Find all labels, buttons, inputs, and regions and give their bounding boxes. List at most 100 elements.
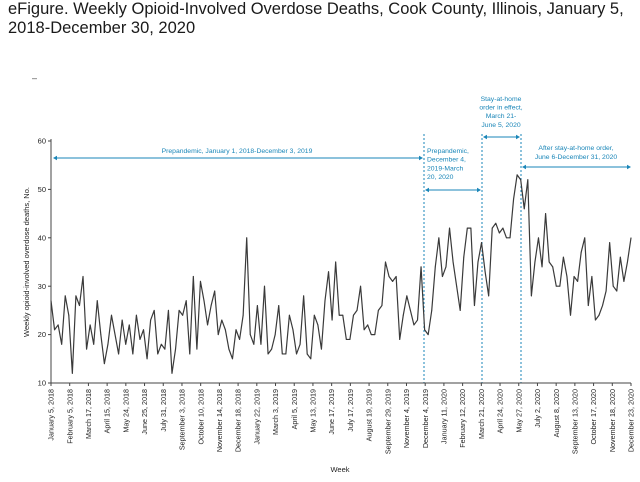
data-point (395, 276, 397, 277)
data-point (534, 261, 536, 263)
data-point (271, 348, 273, 350)
data-point (246, 237, 248, 239)
data-point (363, 329, 365, 331)
data-point (224, 329, 226, 331)
x-tick-label: October 10, 2018 (196, 389, 205, 445)
data-point (199, 280, 201, 282)
data-point (239, 338, 241, 340)
x-tick-label: December 23, 2020 (627, 389, 636, 452)
data-point (267, 353, 269, 355)
data-point (107, 343, 109, 345)
data-point (121, 319, 123, 321)
x-tick-label: March 17, 2018 (84, 389, 93, 439)
data-point (548, 261, 550, 263)
data-point (630, 237, 632, 239)
period-label-1: Prepandemic, January 1, 2018-December 3,… (143, 146, 331, 156)
x-tick-label: May 27, 2020 (514, 389, 523, 433)
data-point (135, 314, 137, 316)
data-point (313, 314, 315, 316)
data-point (182, 314, 184, 316)
data-point (417, 319, 418, 321)
data-point (452, 261, 454, 263)
x-tick-label: January 11, 2020 (440, 389, 449, 444)
x-tick-label: February 5, 2018 (65, 389, 74, 444)
data-point (573, 276, 575, 277)
data-point (292, 329, 294, 331)
data-point (370, 334, 372, 336)
x-tick-label: January 22, 2019 (252, 389, 261, 445)
data-point (427, 334, 429, 336)
data-point (164, 348, 166, 350)
period-label-background (143, 146, 331, 156)
stray-dash-mark: – (32, 73, 38, 83)
data-point (281, 353, 283, 355)
data-point (541, 266, 543, 268)
period-label-line: June 6-December 31, 2020 (535, 154, 618, 161)
data-point (577, 280, 579, 282)
data-point (50, 300, 52, 302)
data-point (353, 314, 354, 316)
data-point (310, 358, 312, 360)
data-point (54, 329, 56, 331)
data-point (570, 314, 571, 316)
period-arrowhead (419, 155, 423, 161)
data-point (481, 242, 483, 244)
data-point (210, 305, 212, 307)
period-arrowhead (516, 134, 520, 140)
period-label-line: March 21- (486, 113, 517, 120)
x-tick-label: March 21, 2020 (477, 389, 486, 439)
x-tick-label: May 13, 2019 (309, 389, 318, 433)
x-tick-label: May 24, 2018 (121, 389, 130, 433)
data-point (399, 338, 401, 340)
data-point (89, 324, 91, 326)
data-point (509, 237, 511, 239)
y-tick-label: 50 (38, 185, 46, 194)
data-point (153, 309, 155, 311)
y-axis-label: Weekly opioid-involved overdose deaths, … (22, 187, 31, 337)
x-tick-label: November 14, 2018 (215, 389, 224, 452)
data-point (473, 305, 475, 307)
data-point (75, 295, 77, 297)
period-label-line: 2019-March (427, 165, 463, 172)
data-point (146, 358, 148, 360)
period-label-line: Prepandemic, (427, 148, 469, 155)
data-point (559, 285, 561, 287)
data-point (278, 305, 280, 307)
data-point (584, 237, 586, 239)
data-point (260, 343, 262, 345)
data-point (420, 266, 422, 268)
data-point (349, 338, 351, 340)
data-point (264, 285, 265, 287)
data-point (100, 334, 102, 336)
data-point (118, 353, 120, 355)
period-label-4: After stay-at-home order, June 6-December… (535, 145, 618, 161)
data-point (150, 319, 152, 321)
period-label-line: December 4, (427, 157, 466, 164)
data-point (527, 179, 529, 181)
data-point (424, 329, 426, 331)
data-point (392, 280, 394, 282)
series-group (50, 174, 632, 374)
period-label-line: After stay-at-home order, (538, 145, 613, 152)
x-tick-label: March 3, 2019 (271, 389, 280, 435)
data-point (171, 372, 173, 374)
data-point (402, 314, 404, 316)
period-arrowhead (522, 164, 526, 170)
data-point (555, 285, 557, 287)
data-point (367, 324, 369, 326)
x-tick-label: December 4, 2019 (421, 389, 430, 448)
data-point (506, 237, 507, 239)
data-point (385, 261, 386, 263)
data-point (328, 271, 329, 273)
data-point (128, 324, 130, 326)
data-point (623, 280, 625, 282)
data-point (214, 290, 216, 292)
x-tick-label: April 15, 2018 (103, 389, 112, 433)
y-tick-label: 30 (38, 282, 46, 291)
data-point (274, 334, 276, 336)
data-point (235, 329, 237, 331)
data-point (338, 314, 340, 316)
data-point (192, 276, 194, 277)
data-point (381, 305, 383, 307)
data-point (374, 334, 376, 336)
